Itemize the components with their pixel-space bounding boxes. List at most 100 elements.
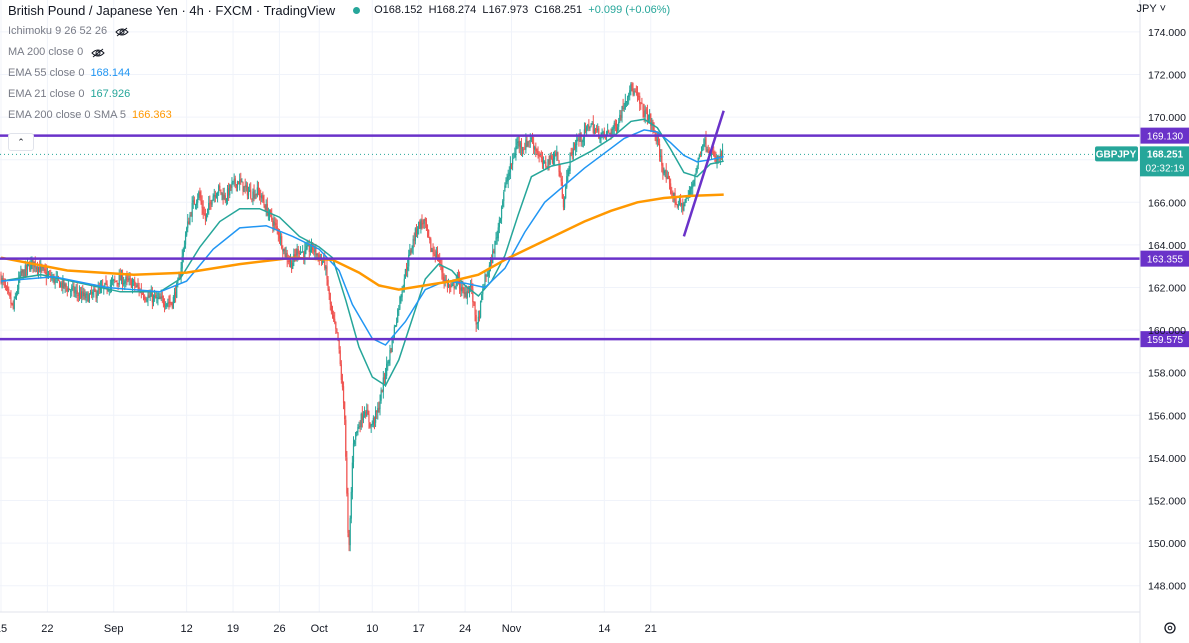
candle-body [534, 147, 536, 150]
candle-body [612, 128, 614, 130]
candle-body [506, 180, 508, 182]
candle-body [441, 264, 443, 273]
candle-body [265, 204, 267, 211]
candle-body [643, 110, 645, 118]
candle-body [668, 178, 671, 184]
candle-body [386, 363, 388, 376]
candle-body [167, 302, 169, 304]
candle-body [358, 426, 360, 428]
candle-body [218, 185, 220, 193]
candle-body [597, 128, 599, 131]
trendline[interactable] [682, 110, 725, 237]
candle-body [408, 254, 410, 267]
candle-body [407, 266, 409, 271]
candle-body [530, 137, 532, 140]
candle-body [404, 269, 407, 279]
candle-body [47, 274, 50, 276]
candle-body [519, 142, 521, 148]
candle-body [689, 189, 692, 192]
candle-body [222, 193, 224, 200]
candle-body [174, 291, 177, 297]
candle-body [25, 265, 28, 270]
candle-body [74, 291, 76, 293]
candle-body [114, 279, 116, 281]
candle-body [166, 303, 168, 307]
candle-body [544, 161, 546, 163]
candle-body [26, 264, 29, 270]
candle-body [54, 278, 56, 284]
candle-body [461, 286, 463, 292]
candle-body [614, 123, 616, 126]
level-price-label: 169.130 [1147, 132, 1184, 143]
candle-body [474, 301, 476, 315]
candle-body [309, 249, 311, 252]
collapse-legend-button[interactable]: ⌃ [8, 133, 34, 151]
candle-body [465, 292, 467, 298]
candle-body [96, 294, 98, 299]
candle-body [571, 152, 573, 156]
hidden-eye-icon[interactable] [91, 48, 105, 58]
candle-body [460, 287, 462, 291]
candle-body [508, 172, 510, 177]
candle-body [134, 280, 136, 286]
candle-body [671, 192, 673, 194]
candle-body [137, 285, 139, 288]
horizontal-levels[interactable]: 169.130 163.355 159.575 [0, 127, 1189, 348]
candle-body [702, 145, 704, 147]
candle-body [537, 152, 539, 156]
candle-body [224, 195, 226, 201]
indicator-value: 168.144 [90, 67, 131, 79]
indicator-ma200[interactable]: MA 200 close 0 [8, 42, 670, 63]
hidden-eye-icon[interactable] [115, 27, 129, 37]
candle-body [650, 113, 652, 126]
candle-body [116, 281, 118, 283]
candle-body [197, 198, 199, 203]
y-tick-label: 170.000 [1148, 112, 1186, 124]
candle-body [113, 279, 115, 282]
candle-body [299, 251, 302, 255]
candle-body [291, 260, 293, 270]
candle-body [219, 185, 221, 189]
indicator-ema21[interactable]: EMA 21 close 0 167.926 [8, 84, 670, 105]
candle-body [260, 195, 262, 198]
candle-body [613, 122, 615, 129]
close-value: C168.251 [534, 4, 583, 16]
candle-body [594, 129, 597, 131]
candle-body [49, 273, 51, 275]
candle-body [633, 91, 635, 95]
open-value: O168.152 [374, 4, 423, 16]
candle-body [479, 300, 482, 318]
candle-body [193, 199, 195, 205]
candle-body [512, 158, 514, 165]
candle-body [190, 215, 192, 217]
candle-body [484, 275, 486, 288]
candle-body [421, 221, 423, 224]
currency-selector[interactable]: JPY ˅ [1137, 3, 1166, 15]
change-value: +0.099 (+0.06%) [588, 4, 671, 16]
candle-body [712, 151, 714, 153]
candle-body [346, 457, 348, 494]
x-tick-label: Oct [311, 623, 328, 635]
candle-body [239, 179, 241, 185]
candle-body [582, 138, 584, 142]
candle-body [390, 349, 392, 352]
candle-body [28, 264, 30, 266]
current-price-badge [1140, 146, 1189, 177]
candle-body [598, 128, 600, 139]
candle-body [678, 199, 681, 205]
indicator-ema55[interactable]: EMA 55 close 0 168.144 [8, 63, 670, 84]
candle-body [630, 84, 632, 91]
ma-line [0, 129, 724, 346]
candle-body [255, 194, 257, 196]
candle-body [329, 293, 331, 305]
candle-body [395, 321, 398, 326]
symbol-title[interactable]: British Pound / Japanese Yen · 4h · FXCM… [8, 3, 336, 18]
candle-body [95, 291, 97, 298]
gear-icon[interactable] [1164, 622, 1176, 634]
candle-body [371, 423, 373, 425]
indicator-ichimoku[interactable]: Ichimoku 9 26 52 26 [8, 21, 670, 42]
x-tick-label: 10 [366, 623, 378, 635]
indicator-ema200[interactable]: EMA 200 close 0 SMA 5 166.363 [8, 105, 670, 126]
candle-body [432, 249, 434, 253]
